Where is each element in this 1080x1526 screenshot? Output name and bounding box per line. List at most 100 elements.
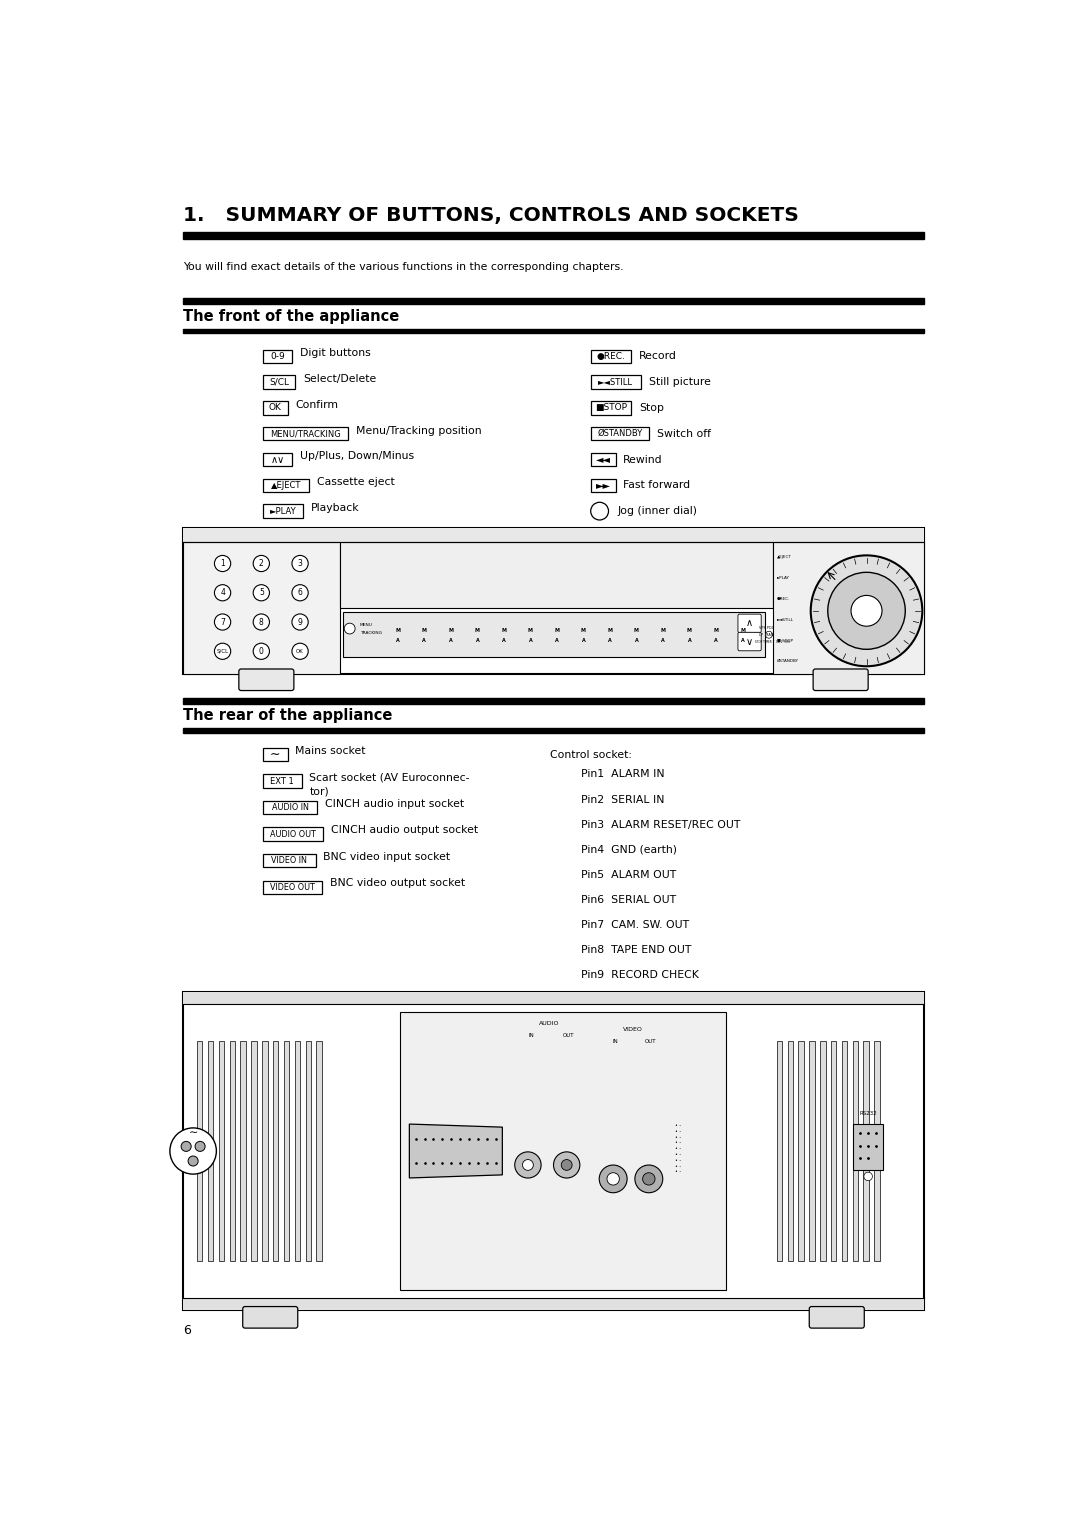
Bar bbox=[787, 1041, 793, 1262]
Bar bbox=[262, 774, 301, 787]
Text: 0: 0 bbox=[259, 647, 264, 656]
Circle shape bbox=[864, 1172, 873, 1181]
Bar bbox=[262, 505, 303, 517]
Text: 6: 6 bbox=[298, 588, 302, 597]
Text: OUT: OUT bbox=[645, 1039, 657, 1044]
Circle shape bbox=[292, 584, 308, 601]
Text: Pin3  ALARM RESET/REC OUT: Pin3 ALARM RESET/REC OUT bbox=[581, 819, 740, 830]
Text: 6: 6 bbox=[183, 1323, 191, 1337]
Text: Playback: Playback bbox=[311, 504, 360, 513]
Text: ∼: ∼ bbox=[270, 748, 281, 761]
Text: 0-9: 0-9 bbox=[270, 353, 285, 360]
Text: OK: OK bbox=[269, 403, 282, 412]
Circle shape bbox=[643, 1172, 656, 1186]
Bar bbox=[183, 992, 924, 1004]
Bar bbox=[252, 1041, 257, 1262]
Circle shape bbox=[562, 1160, 572, 1170]
Circle shape bbox=[215, 642, 231, 659]
Bar bbox=[852, 1041, 859, 1262]
Text: Pin5  ALARM OUT: Pin5 ALARM OUT bbox=[581, 870, 676, 879]
Bar bbox=[183, 728, 924, 732]
Circle shape bbox=[253, 642, 270, 659]
Bar bbox=[262, 349, 293, 363]
Text: BNC video input socket: BNC video input socket bbox=[323, 852, 450, 862]
Circle shape bbox=[215, 584, 231, 601]
Circle shape bbox=[345, 623, 355, 633]
Circle shape bbox=[599, 1164, 627, 1193]
Text: EXT 1: EXT 1 bbox=[270, 777, 294, 786]
Text: ●REC.: ●REC. bbox=[596, 353, 625, 360]
Text: • -: • - bbox=[675, 1129, 681, 1134]
Circle shape bbox=[253, 555, 270, 572]
Text: RS232: RS232 bbox=[860, 1111, 877, 1117]
Bar bbox=[339, 542, 773, 609]
FancyBboxPatch shape bbox=[738, 613, 761, 633]
Text: The front of the appliance: The front of the appliance bbox=[183, 308, 400, 324]
Text: A: A bbox=[661, 638, 665, 642]
Bar bbox=[218, 1041, 225, 1262]
Circle shape bbox=[292, 613, 308, 630]
Text: A: A bbox=[528, 638, 532, 642]
Text: A: A bbox=[555, 638, 558, 642]
Text: CINCH audio output socket: CINCH audio output socket bbox=[332, 826, 478, 835]
Circle shape bbox=[292, 642, 308, 659]
Text: A: A bbox=[741, 638, 744, 642]
Text: A: A bbox=[608, 638, 611, 642]
Text: 9: 9 bbox=[298, 618, 302, 627]
Text: Still picture: Still picture bbox=[649, 377, 711, 388]
Bar bbox=[284, 1041, 289, 1262]
Text: Pin7  CAM. SW. OUT: Pin7 CAM. SW. OUT bbox=[581, 920, 689, 929]
Circle shape bbox=[515, 1152, 541, 1178]
Text: M: M bbox=[501, 627, 507, 633]
Bar bbox=[591, 479, 616, 491]
Text: A: A bbox=[502, 638, 505, 642]
Bar bbox=[591, 375, 642, 389]
Bar bbox=[864, 1041, 869, 1262]
Bar bbox=[841, 1041, 847, 1262]
Bar bbox=[262, 827, 323, 841]
Text: ►PLAY: ►PLAY bbox=[270, 507, 296, 516]
Text: 5: 5 bbox=[259, 588, 264, 597]
Text: 4: 4 bbox=[220, 588, 225, 597]
Bar bbox=[262, 453, 293, 467]
Text: ●REC.: ●REC. bbox=[777, 597, 789, 601]
Text: M: M bbox=[448, 627, 454, 633]
Circle shape bbox=[188, 1157, 198, 1166]
Text: M: M bbox=[554, 627, 559, 633]
Text: A: A bbox=[635, 638, 638, 642]
Bar bbox=[183, 298, 924, 304]
Text: Pin2  SERIAL IN: Pin2 SERIAL IN bbox=[581, 795, 664, 804]
Text: ►◄STILL: ►◄STILL bbox=[777, 618, 794, 621]
Text: VIDEO OUT: VIDEO OUT bbox=[270, 882, 314, 891]
Text: Rewind: Rewind bbox=[623, 455, 663, 464]
Bar bbox=[591, 401, 631, 415]
Text: 1.   SUMMARY OF BUTTONS, CONTROLS AND SOCKETS: 1. SUMMARY OF BUTTONS, CONTROLS AND SOCK… bbox=[183, 206, 799, 224]
Text: Select/Delete: Select/Delete bbox=[303, 374, 377, 385]
Bar bbox=[183, 992, 924, 1311]
Bar bbox=[777, 1041, 782, 1262]
Text: • -: • - bbox=[675, 1140, 681, 1146]
Text: A: A bbox=[396, 638, 400, 642]
Text: Up/Plus, Down/Minus: Up/Plus, Down/Minus bbox=[300, 452, 415, 461]
Circle shape bbox=[635, 1164, 663, 1193]
Circle shape bbox=[253, 613, 270, 630]
Text: 3: 3 bbox=[298, 559, 302, 568]
Bar bbox=[262, 1041, 268, 1262]
Text: Scart socket (AV Euroconnec-: Scart socket (AV Euroconnec- bbox=[309, 772, 470, 783]
Text: • -: • - bbox=[675, 1169, 681, 1175]
Text: • -: • - bbox=[675, 1123, 681, 1128]
Bar bbox=[197, 1041, 202, 1262]
Bar bbox=[853, 1125, 882, 1170]
Text: M: M bbox=[475, 627, 480, 633]
Bar bbox=[820, 1041, 825, 1262]
Text: A: A bbox=[688, 638, 691, 642]
Text: IN: IN bbox=[529, 1033, 535, 1038]
Text: M: M bbox=[714, 627, 718, 633]
Text: ►►: ►► bbox=[595, 481, 610, 490]
Bar bbox=[295, 1041, 300, 1262]
Text: Confirm: Confirm bbox=[296, 400, 338, 410]
Text: OK: OK bbox=[296, 649, 303, 653]
Text: M: M bbox=[687, 627, 692, 633]
Text: ØSTANDBY: ØSTANDBY bbox=[597, 429, 643, 438]
Text: IN: IN bbox=[612, 1039, 619, 1044]
